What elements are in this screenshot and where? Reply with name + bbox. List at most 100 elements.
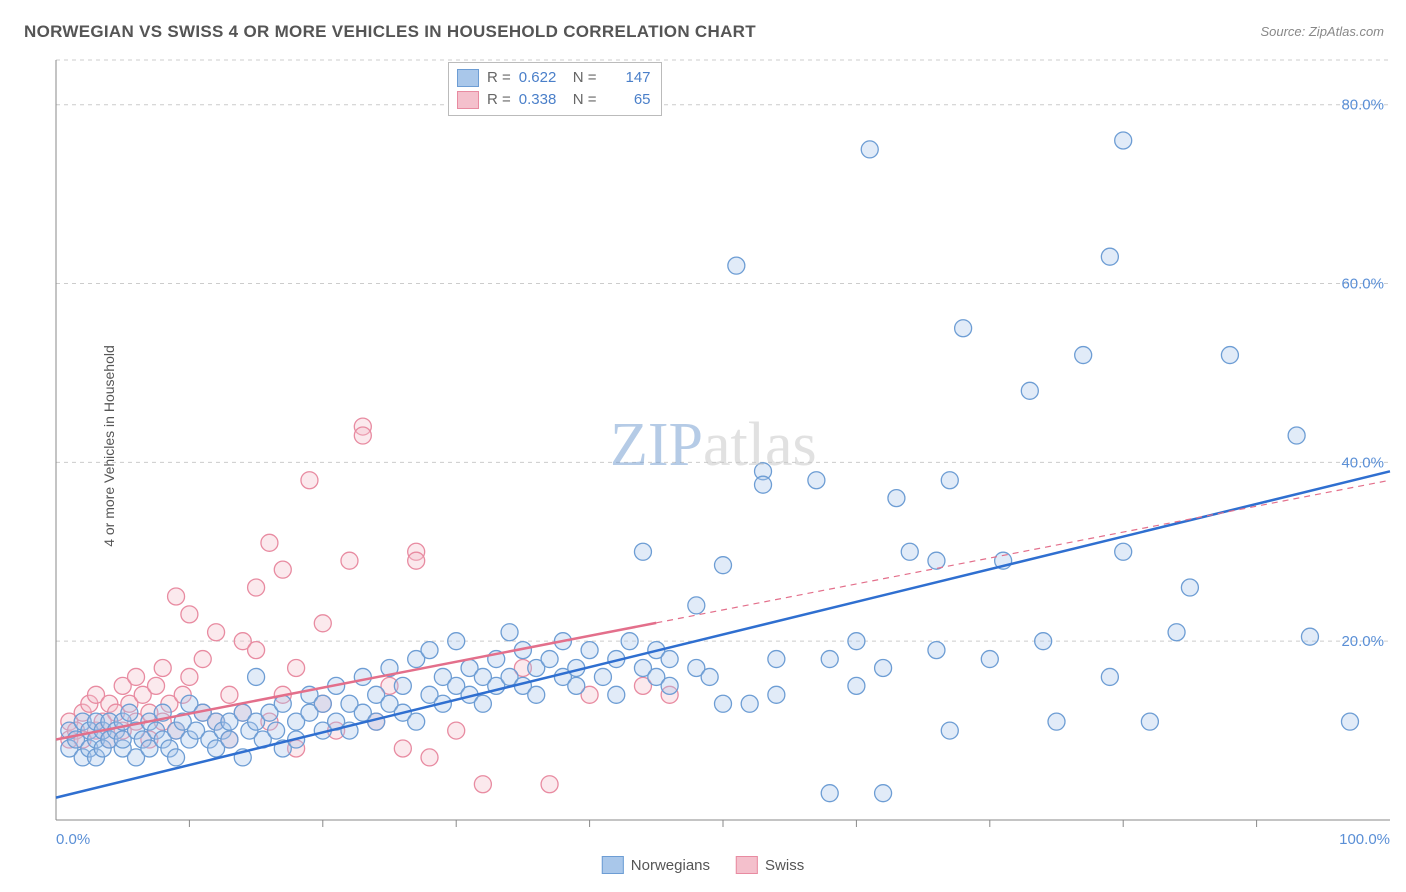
data-point [1101, 248, 1118, 265]
scatter-plot: 20.0%40.0%60.0%80.0%0.0%100.0% [0, 0, 1406, 892]
data-point [1021, 382, 1038, 399]
series-legend-item: Swiss [736, 856, 804, 874]
data-point [928, 642, 945, 659]
data-point [1221, 347, 1238, 364]
r-label: R = [487, 67, 511, 89]
data-point [474, 695, 491, 712]
r-label: R = [487, 89, 511, 111]
data-point [248, 642, 265, 659]
data-point [448, 722, 465, 739]
data-point [261, 534, 278, 551]
data-point [168, 749, 185, 766]
data-point [221, 686, 238, 703]
data-point [148, 677, 165, 694]
data-point [121, 704, 138, 721]
n-value: 147 [605, 67, 651, 89]
data-point [248, 668, 265, 685]
data-point [901, 543, 918, 560]
data-point [1075, 347, 1092, 364]
series-name: Norwegians [631, 857, 710, 874]
data-point [1168, 624, 1185, 641]
data-point [474, 776, 491, 793]
series-name: Swiss [765, 857, 804, 874]
data-point [301, 472, 318, 489]
data-point [955, 320, 972, 337]
data-point [755, 476, 772, 493]
y-axis-label: 4 or more Vehicles in Household [101, 345, 117, 547]
svg-text:20.0%: 20.0% [1341, 633, 1384, 650]
data-point [341, 552, 358, 569]
data-point [1035, 633, 1052, 650]
n-value: 65 [605, 89, 651, 111]
data-point [354, 427, 371, 444]
data-point [1115, 132, 1132, 149]
data-point [1301, 628, 1318, 645]
data-point [1101, 668, 1118, 685]
legend-swatch [602, 856, 624, 874]
data-point [821, 651, 838, 668]
data-point [594, 668, 611, 685]
data-point [194, 651, 211, 668]
data-point [408, 552, 425, 569]
data-point [248, 579, 265, 596]
svg-text:60.0%: 60.0% [1341, 276, 1384, 293]
data-point [1341, 713, 1358, 730]
data-point [394, 677, 411, 694]
data-point [421, 642, 438, 659]
data-point [288, 660, 305, 677]
data-point [981, 651, 998, 668]
data-point [408, 713, 425, 730]
data-point [181, 606, 198, 623]
source-label: Source: ZipAtlas.com [1260, 24, 1384, 39]
data-point [1048, 713, 1065, 730]
legend-swatch [457, 69, 479, 87]
data-point [608, 686, 625, 703]
data-point [568, 677, 585, 694]
data-point [875, 660, 892, 677]
data-point [741, 695, 758, 712]
data-point [581, 642, 598, 659]
data-point [314, 615, 331, 632]
data-point [728, 257, 745, 274]
data-point [168, 588, 185, 605]
data-point [861, 141, 878, 158]
data-point [941, 722, 958, 739]
data-point [715, 557, 732, 574]
trend-line-extrapolated [656, 480, 1390, 623]
svg-text:100.0%: 100.0% [1339, 831, 1390, 848]
chart-title: NORWEGIAN VS SWISS 4 OR MORE VEHICLES IN… [24, 22, 756, 42]
series-legend: Norwegians Swiss [602, 856, 804, 874]
data-point [821, 785, 838, 802]
data-point [181, 668, 198, 685]
legend-row: R =0.622N =147 [457, 67, 651, 89]
data-point [661, 677, 678, 694]
data-point [221, 731, 238, 748]
data-point [768, 686, 785, 703]
data-point [848, 677, 865, 694]
r-value: 0.338 [519, 89, 565, 111]
data-point [701, 668, 718, 685]
data-point [715, 695, 732, 712]
legend-row: R = 0.338 N = 65 [457, 89, 651, 111]
trend-line [56, 471, 1390, 797]
data-point [448, 633, 465, 650]
data-point [1115, 543, 1132, 560]
data-point [1288, 427, 1305, 444]
data-point [888, 490, 905, 507]
data-point [808, 472, 825, 489]
data-point [768, 651, 785, 668]
data-point [661, 651, 678, 668]
data-point [128, 668, 145, 685]
data-point [354, 668, 371, 685]
n-label: N = [573, 89, 597, 111]
data-point [688, 597, 705, 614]
data-point [875, 785, 892, 802]
svg-text:0.0%: 0.0% [56, 831, 90, 848]
data-point [634, 543, 651, 560]
data-point [268, 722, 285, 739]
data-point [848, 633, 865, 650]
legend-swatch [457, 91, 479, 109]
data-point [208, 624, 225, 641]
chart-container: NORWEGIAN VS SWISS 4 OR MORE VEHICLES IN… [0, 0, 1406, 892]
data-point [501, 624, 518, 641]
